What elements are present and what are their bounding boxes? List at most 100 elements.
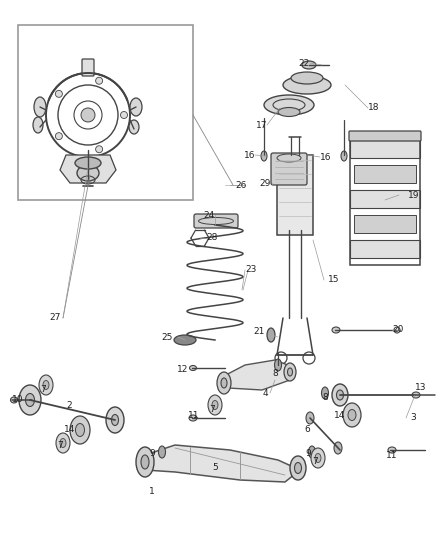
Ellipse shape [302, 61, 316, 69]
Circle shape [95, 146, 102, 153]
Bar [18, 25, 193, 200]
Ellipse shape [33, 117, 43, 133]
Text: 1: 1 [149, 488, 155, 497]
Text: 24: 24 [204, 211, 215, 220]
Ellipse shape [336, 390, 343, 400]
Bar [350, 190, 420, 207]
Ellipse shape [77, 165, 99, 181]
Text: 17: 17 [255, 120, 267, 130]
Text: 7: 7 [40, 385, 46, 394]
Ellipse shape [43, 381, 49, 390]
Ellipse shape [264, 95, 314, 115]
Text: 11: 11 [188, 410, 199, 419]
Text: 9: 9 [305, 449, 311, 458]
Text: 18: 18 [368, 103, 379, 112]
Text: 5: 5 [212, 463, 218, 472]
Bar [277, 155, 313, 235]
Ellipse shape [39, 375, 53, 395]
Ellipse shape [34, 97, 46, 117]
Text: 16: 16 [320, 152, 332, 161]
Ellipse shape [19, 385, 41, 415]
Ellipse shape [70, 416, 90, 444]
Ellipse shape [332, 384, 348, 406]
Text: 19: 19 [408, 190, 420, 199]
Text: 7: 7 [57, 440, 63, 449]
Text: 13: 13 [415, 383, 427, 392]
FancyBboxPatch shape [82, 59, 94, 76]
FancyBboxPatch shape [349, 131, 421, 141]
Text: 21: 21 [254, 327, 265, 336]
Polygon shape [220, 360, 295, 390]
Circle shape [55, 133, 62, 140]
Ellipse shape [60, 439, 66, 448]
Ellipse shape [221, 378, 227, 388]
Ellipse shape [341, 151, 347, 161]
Text: 8: 8 [272, 368, 278, 377]
Text: 7: 7 [209, 406, 215, 415]
Ellipse shape [112, 415, 119, 425]
Ellipse shape [308, 446, 315, 458]
Text: 16: 16 [244, 150, 255, 159]
Circle shape [95, 77, 102, 84]
FancyBboxPatch shape [271, 153, 307, 185]
Ellipse shape [261, 151, 267, 161]
Ellipse shape [267, 328, 275, 342]
Polygon shape [145, 445, 300, 482]
Ellipse shape [283, 76, 331, 94]
Ellipse shape [275, 359, 282, 371]
Ellipse shape [136, 447, 154, 477]
Ellipse shape [294, 463, 301, 473]
Text: 20: 20 [392, 326, 403, 335]
Bar [354, 215, 416, 232]
Ellipse shape [343, 403, 361, 427]
Ellipse shape [75, 424, 85, 437]
Ellipse shape [189, 415, 197, 421]
Text: 22: 22 [299, 59, 310, 68]
Ellipse shape [130, 98, 142, 116]
Text: 3: 3 [410, 414, 416, 423]
Circle shape [120, 111, 127, 118]
Text: 12: 12 [177, 366, 188, 375]
Ellipse shape [212, 400, 218, 409]
Text: 4: 4 [262, 389, 268, 398]
Text: 9: 9 [149, 448, 155, 457]
Circle shape [81, 108, 95, 122]
Ellipse shape [311, 448, 325, 468]
Text: 6: 6 [304, 425, 310, 434]
Ellipse shape [159, 446, 166, 458]
Bar [350, 140, 420, 157]
Text: 25: 25 [162, 333, 173, 342]
Text: 11: 11 [386, 450, 398, 459]
Ellipse shape [284, 363, 296, 381]
Text: 28: 28 [206, 233, 217, 243]
Text: 23: 23 [245, 265, 256, 274]
Ellipse shape [25, 393, 35, 407]
Polygon shape [60, 155, 116, 183]
Text: 29: 29 [260, 179, 271, 188]
Bar [354, 165, 416, 182]
Ellipse shape [291, 72, 323, 84]
Ellipse shape [348, 409, 356, 421]
FancyBboxPatch shape [194, 214, 238, 228]
Ellipse shape [332, 327, 340, 333]
Ellipse shape [306, 412, 314, 424]
Text: 14: 14 [64, 425, 75, 434]
Circle shape [55, 90, 62, 98]
Bar [350, 140, 420, 265]
Ellipse shape [56, 433, 70, 453]
Ellipse shape [190, 366, 197, 370]
Ellipse shape [174, 335, 196, 345]
Text: 7: 7 [312, 456, 318, 465]
Ellipse shape [278, 108, 300, 117]
Text: 26: 26 [235, 181, 246, 190]
Ellipse shape [388, 447, 396, 453]
Ellipse shape [287, 368, 293, 376]
Ellipse shape [321, 387, 328, 399]
Ellipse shape [290, 456, 306, 480]
Ellipse shape [412, 392, 420, 398]
Ellipse shape [106, 407, 124, 433]
Ellipse shape [217, 372, 231, 394]
Text: 10: 10 [12, 395, 24, 405]
Ellipse shape [141, 455, 149, 469]
Ellipse shape [208, 395, 222, 415]
